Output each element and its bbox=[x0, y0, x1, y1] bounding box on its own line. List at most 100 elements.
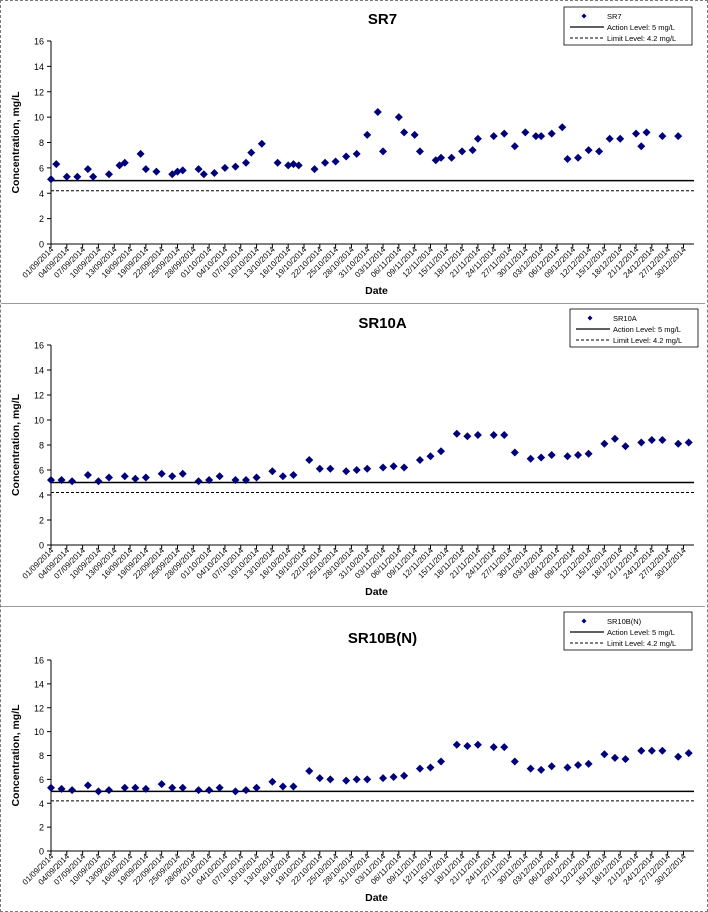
data-point bbox=[489, 743, 498, 752]
y-tick-label: 16 bbox=[34, 341, 44, 351]
data-point bbox=[168, 783, 177, 792]
y-tick-label: 0 bbox=[39, 240, 44, 250]
x-axis-label: Date bbox=[365, 285, 388, 297]
data-point bbox=[141, 784, 150, 793]
data-point bbox=[363, 775, 372, 784]
y-tick-label: 8 bbox=[39, 138, 44, 148]
data-point bbox=[104, 170, 113, 179]
data-point bbox=[331, 157, 340, 166]
data-point bbox=[294, 161, 303, 170]
data-point bbox=[500, 431, 509, 439]
data-point bbox=[426, 763, 435, 772]
y-tick-label: 14 bbox=[34, 366, 44, 376]
legend-label: SR10A bbox=[613, 314, 637, 323]
data-point bbox=[547, 129, 556, 138]
data-point bbox=[674, 752, 683, 761]
legend-label: Limit Level: 4.2 mg/L bbox=[607, 34, 676, 43]
data-point bbox=[83, 781, 92, 790]
data-point bbox=[510, 448, 519, 457]
data-point bbox=[141, 165, 150, 174]
chart-title: SR10A bbox=[358, 315, 407, 332]
data-point bbox=[526, 454, 535, 463]
data-point bbox=[447, 153, 456, 162]
data-point bbox=[658, 436, 667, 444]
data-point bbox=[537, 765, 546, 774]
y-tick-label: 4 bbox=[39, 189, 44, 199]
data-point bbox=[52, 160, 61, 169]
data-point bbox=[247, 148, 256, 157]
data-point bbox=[637, 438, 646, 447]
data-point bbox=[621, 755, 630, 764]
data-point bbox=[674, 439, 683, 448]
data-point bbox=[352, 466, 361, 474]
data-point bbox=[473, 740, 482, 749]
y-axis-label: Concentration, mg/L bbox=[10, 393, 22, 496]
data-point bbox=[104, 786, 113, 795]
data-point bbox=[610, 434, 619, 443]
data-point bbox=[73, 172, 82, 181]
data-point bbox=[537, 132, 546, 141]
data-point bbox=[489, 431, 498, 439]
data-point bbox=[152, 167, 161, 176]
data-point bbox=[616, 134, 625, 143]
data-point bbox=[605, 134, 614, 143]
data-point bbox=[215, 472, 224, 481]
data-point bbox=[452, 740, 461, 749]
data-point bbox=[489, 132, 498, 141]
data-point bbox=[326, 775, 335, 784]
data-point bbox=[157, 469, 166, 478]
data-point bbox=[199, 170, 208, 179]
data-point bbox=[352, 149, 361, 158]
data-point bbox=[684, 749, 693, 758]
data-point bbox=[379, 463, 388, 472]
data-point bbox=[642, 128, 651, 137]
data-point bbox=[684, 438, 693, 447]
data-point bbox=[194, 786, 203, 795]
x-axis-label: Date bbox=[365, 586, 388, 598]
data-point bbox=[47, 476, 55, 484]
data-point bbox=[547, 451, 556, 459]
data-point bbox=[157, 780, 166, 789]
chart-panel-sr7: SR7 0 2 4 6 8 10 12 14 16 Concentration, mg/L 01/09… bbox=[1, 1, 705, 302]
legend-marker bbox=[587, 315, 593, 321]
data-point bbox=[268, 467, 277, 476]
data-point bbox=[621, 442, 630, 451]
data-point bbox=[89, 172, 98, 181]
data-point bbox=[315, 774, 324, 783]
data-point bbox=[141, 473, 150, 482]
data-point bbox=[574, 153, 583, 162]
data-point bbox=[342, 467, 351, 476]
data-point bbox=[637, 142, 646, 151]
data-point bbox=[220, 163, 229, 172]
data-point bbox=[563, 154, 572, 163]
data-point bbox=[120, 158, 129, 167]
data-point bbox=[57, 784, 66, 793]
data-point bbox=[531, 132, 540, 141]
data-point bbox=[363, 130, 372, 139]
data-point bbox=[463, 432, 472, 441]
data-point bbox=[632, 129, 641, 138]
data-point bbox=[289, 471, 298, 479]
data-point bbox=[584, 146, 593, 155]
y-tick-label: 8 bbox=[39, 751, 44, 761]
data-point bbox=[305, 456, 314, 464]
y-tick-label: 14 bbox=[34, 679, 44, 689]
data-point bbox=[415, 456, 424, 464]
data-point bbox=[510, 142, 519, 151]
data-point bbox=[658, 132, 667, 141]
data-point bbox=[389, 772, 398, 781]
data-point bbox=[547, 762, 556, 771]
data-point bbox=[231, 162, 240, 171]
data-point bbox=[389, 462, 398, 471]
data-point bbox=[463, 741, 472, 750]
data-point bbox=[205, 786, 214, 795]
data-point bbox=[510, 757, 519, 766]
legend-label: SR7 bbox=[607, 12, 622, 21]
data-point bbox=[210, 168, 219, 177]
y-tick-label: 6 bbox=[39, 775, 44, 785]
y-axis-label: Concentration, mg/L bbox=[10, 91, 22, 194]
data-point bbox=[595, 147, 604, 156]
y-tick-label: 4 bbox=[39, 491, 44, 501]
data-point bbox=[289, 782, 298, 791]
